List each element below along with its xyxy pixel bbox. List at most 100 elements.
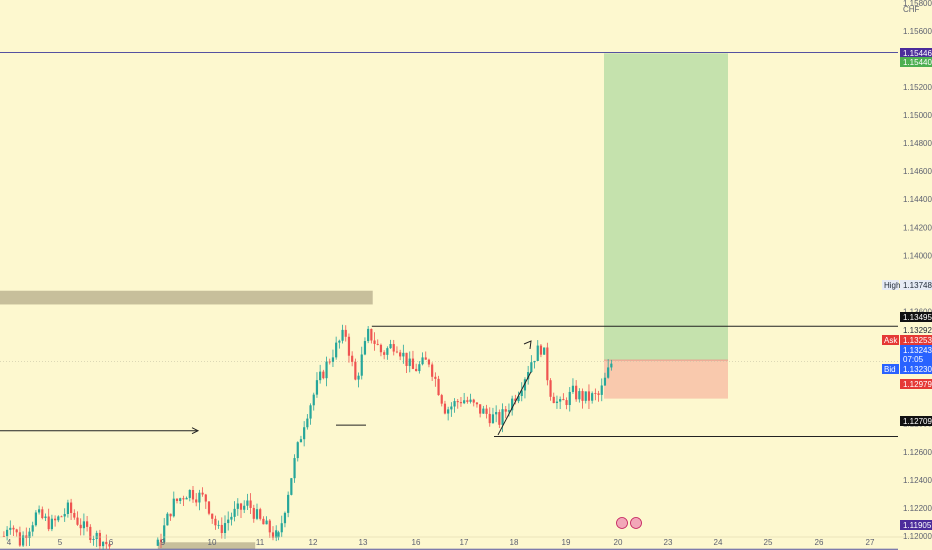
candle-body <box>488 413 491 424</box>
candle-body <box>312 394 315 406</box>
candle-body <box>166 513 169 526</box>
candle-body <box>73 512 76 518</box>
candle-body <box>227 519 230 524</box>
candle-body <box>268 520 271 533</box>
candle-body <box>363 341 367 355</box>
candle-body <box>201 492 204 495</box>
candle-body <box>156 539 159 546</box>
candle-body <box>44 516 47 519</box>
candle-body <box>491 414 495 424</box>
candle-body <box>246 500 249 506</box>
candle-body <box>63 513 66 517</box>
candle-body <box>214 518 217 526</box>
candle-body <box>466 400 469 402</box>
candle-body <box>41 509 44 519</box>
candle-body <box>28 531 31 539</box>
candle-body <box>472 399 475 403</box>
candle-body <box>98 532 101 547</box>
candle-body <box>424 357 427 360</box>
candle-body <box>191 490 195 500</box>
candle-body <box>475 402 479 405</box>
candle-body <box>105 541 108 545</box>
candle-body <box>408 358 411 366</box>
price-tag <box>900 354 932 364</box>
candle-body <box>211 513 214 519</box>
drawings-layer <box>0 340 642 529</box>
event-flag-icon[interactable] <box>630 517 642 529</box>
candle-body <box>511 398 514 411</box>
candle-body <box>575 385 578 400</box>
time-tick-label: 24 <box>714 538 723 547</box>
trend-arrow-head <box>523 340 532 350</box>
candle-body <box>47 516 50 530</box>
candle-body <box>559 399 562 402</box>
price-tag-text: 1.13495 <box>903 313 932 322</box>
candle-body <box>22 535 25 546</box>
price-tag-text: 1.13748 <box>903 281 932 290</box>
candle-body <box>447 409 450 414</box>
candle-body <box>555 401 559 404</box>
candle-body <box>562 399 565 401</box>
candle-body <box>60 516 63 518</box>
candle-body <box>223 523 227 533</box>
price-tick-label: 1.14400 <box>903 195 932 204</box>
stop-zone[interactable] <box>604 360 728 399</box>
time-tick-label: 12 <box>309 538 318 547</box>
candle-body <box>271 532 275 538</box>
candle-body <box>418 364 421 372</box>
candle-body <box>552 396 555 404</box>
candle-body <box>328 361 331 363</box>
candle-body <box>220 524 223 533</box>
candle-body <box>530 362 533 373</box>
candle-body <box>591 393 594 401</box>
candle-body <box>57 516 60 521</box>
price-tag <box>900 379 932 389</box>
candle-body <box>89 526 92 541</box>
time-axis[interactable]: 4 5 6 9 10 11 12 13 16 17 18 19 20 23 24 25 26 27 <box>0 536 932 547</box>
candle-body <box>275 530 278 538</box>
candle-body <box>539 345 543 355</box>
candle-body <box>603 377 607 386</box>
candle-body <box>207 501 211 514</box>
candle-body <box>70 502 73 513</box>
price-tick-label: 1.14600 <box>903 167 932 176</box>
candle-body <box>443 403 447 414</box>
price-tick-label: 1.14000 <box>903 251 932 260</box>
candle-body <box>54 518 57 521</box>
candle-body <box>31 525 34 532</box>
candle-body <box>230 516 233 520</box>
candle-body <box>437 378 440 396</box>
currency-label: CHF <box>903 5 920 14</box>
price-tag-text: 1.13230 <box>903 365 932 374</box>
price-tick-label: 1.12200 <box>903 504 932 513</box>
candle-body <box>236 503 239 509</box>
trend-arrow-line[interactable] <box>497 371 532 436</box>
candle-body <box>395 351 399 353</box>
candle-body <box>600 385 603 395</box>
event-flag-icon[interactable] <box>616 517 628 529</box>
demand-zone <box>157 542 256 550</box>
candle-body <box>581 391 584 401</box>
price-tag-prefix: Ask <box>884 336 898 345</box>
candle-body <box>427 359 431 365</box>
candle-body <box>431 364 434 377</box>
candle-body <box>9 527 12 530</box>
price-tick-label: 1.15600 <box>903 27 932 36</box>
target-zone[interactable] <box>604 53 728 361</box>
candle-body <box>259 509 262 519</box>
time-tick-label: 27 <box>866 538 875 547</box>
candle-body <box>2 535 5 537</box>
time-tick-label: 4 <box>7 538 12 547</box>
candle-body <box>262 518 265 525</box>
time-tick-label: 26 <box>815 538 824 547</box>
candle-body <box>520 390 523 397</box>
candle-body <box>440 395 443 404</box>
candle-body <box>370 328 373 341</box>
candle-body <box>277 532 280 538</box>
supply-zone <box>0 290 373 305</box>
candle-body <box>504 409 507 412</box>
candle-body <box>159 539 163 543</box>
candle-body <box>479 404 482 414</box>
